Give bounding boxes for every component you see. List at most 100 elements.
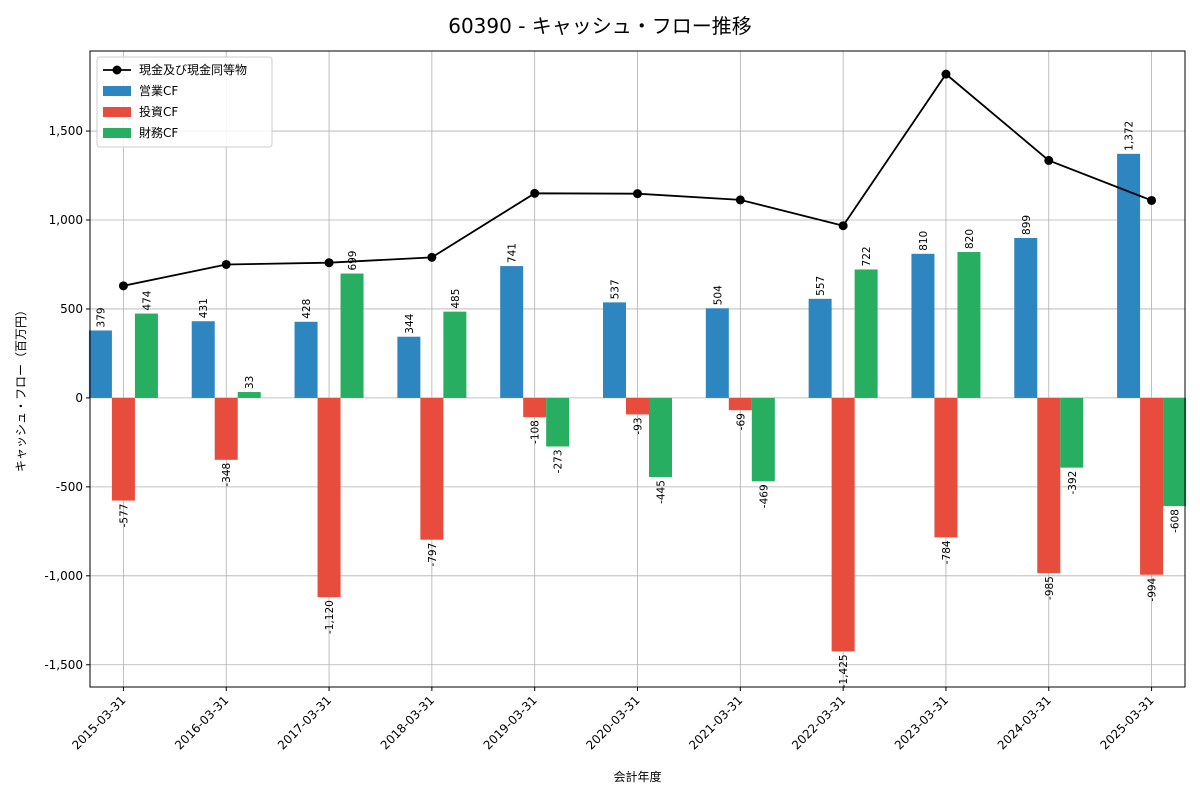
bar-value-label: 699: [347, 251, 359, 271]
x-tick-label: 2016-03-31: [172, 693, 231, 752]
legend-entry-label: 現金及び現金同等物: [139, 62, 247, 77]
bar-financing: [649, 397, 672, 478]
bar-value-label: -392: [1067, 471, 1079, 495]
bar-value-label: 741: [507, 243, 519, 263]
y-tick-label: -1,000: [44, 569, 83, 583]
x-tick-label: 2022-03-31: [789, 693, 848, 752]
cash-balance-point: [530, 188, 540, 198]
bar-financing: [1163, 397, 1187, 507]
legend-entry-label: 営業CF: [139, 84, 178, 98]
bar-value-label: 474: [141, 290, 153, 310]
bar-operating: [911, 253, 935, 398]
x-tick-label: 2025-03-31: [1097, 693, 1156, 752]
bar-financing: [1060, 397, 1084, 468]
x-tick-label: 2015-03-31: [69, 693, 128, 752]
cash-balance-point: [633, 189, 642, 199]
bar-operating: [191, 321, 215, 398]
bar-operating: [705, 308, 729, 398]
y-tick-label: 1,000: [49, 213, 83, 227]
bar-financing: [443, 311, 467, 398]
x-tick-label: 2017-03-31: [275, 693, 334, 752]
bar-value-label: 820: [964, 229, 976, 249]
bar-financing: [957, 252, 981, 398]
bar-value-label: -797: [427, 543, 439, 567]
legend-bar-swatch: [103, 107, 131, 117]
bar-investing: [1037, 397, 1061, 574]
bar-value-label: -985: [1044, 576, 1056, 600]
cash-balance-point: [838, 221, 848, 231]
bar-value-label: 504: [712, 285, 724, 305]
bar-value-label: -994: [1147, 577, 1159, 601]
bar-value-label: 428: [301, 299, 313, 319]
bar-value-label: -69: [735, 413, 747, 430]
bar-value-label: -445: [656, 480, 668, 504]
cash-balance-point: [427, 252, 437, 262]
bar-investing: [831, 397, 855, 652]
bar-value-label: 431: [198, 298, 210, 318]
x-tick-label: 2024-03-31: [995, 693, 1054, 752]
bar-operating: [1117, 153, 1141, 398]
cash-balance-point: [324, 258, 334, 268]
bar-investing: [626, 397, 649, 415]
bar-value-label: -784: [941, 540, 953, 564]
bar-value-label: -608: [1170, 509, 1182, 533]
bar-financing: [237, 392, 261, 398]
y-tick-label: -1,500: [44, 658, 83, 672]
cash-balance-point: [221, 259, 231, 269]
bar-operating: [808, 298, 832, 398]
legend-bar-swatch: [103, 128, 131, 138]
bar-value-label: -1,120: [324, 600, 336, 634]
bar-value-label: -273: [553, 449, 565, 473]
bar-value-label: -577: [118, 504, 130, 528]
y-tick-label: 0: [75, 391, 83, 405]
bar-investing: [934, 397, 958, 538]
y-tick-label: -500: [56, 480, 83, 494]
bar-investing: [523, 397, 547, 418]
bar-financing: [134, 313, 158, 398]
bar-operating: [88, 330, 112, 398]
bar-value-label: 33: [244, 376, 256, 389]
y-tick-label: 1,500: [49, 124, 83, 138]
bar-value-label: 810: [918, 231, 930, 251]
cash-balance-point: [118, 281, 128, 291]
x-tick-label: 2023-03-31: [892, 693, 951, 752]
y-tick-label: 500: [60, 302, 83, 316]
x-tick-label: 2018-03-31: [378, 693, 437, 752]
bar-value-label: 557: [815, 276, 827, 296]
bar-value-label: 344: [404, 313, 416, 333]
legend-entry-label: 財務CF: [139, 125, 178, 140]
bar-financing: [340, 273, 364, 398]
x-tick-label: 2021-03-31: [686, 693, 745, 752]
y-axis-label: キャッシュ・フロー（百万円）: [14, 304, 28, 472]
cash-balance-point: [941, 69, 951, 79]
chart-title: 60390 - キャッシュ・フロー推移: [448, 14, 752, 38]
x-tick-label: 2019-03-31: [481, 693, 540, 752]
bar-value-label: 379: [95, 307, 107, 327]
bar-value-label: 722: [861, 246, 873, 266]
legend-box: [96, 56, 273, 148]
bar-financing: [751, 397, 775, 482]
cash-balance-point: [1147, 195, 1157, 205]
bar-financing: [854, 269, 878, 398]
legend-bar-swatch: [103, 86, 131, 96]
x-axis-label: 会計年度: [613, 769, 661, 784]
bar-value-label: 537: [610, 279, 622, 299]
bar-operating: [603, 302, 626, 398]
bar-value-label: -108: [530, 420, 542, 444]
bar-investing: [728, 397, 752, 411]
bar-operating: [294, 321, 318, 398]
bar-investing: [111, 397, 135, 501]
bar-value-label: 485: [450, 289, 462, 309]
bar-investing: [420, 397, 444, 540]
legend-marker: [112, 65, 122, 75]
bar-value-label: 1,372: [1124, 121, 1136, 151]
bar-value-label: -93: [633, 417, 645, 434]
x-tick-label: 2020-03-31: [583, 693, 642, 752]
bar-operating: [500, 266, 524, 398]
legend-entry-label: 投資CF: [139, 104, 178, 119]
bar-value-label: -1,425: [838, 654, 850, 688]
bar-value-label: -469: [758, 484, 770, 508]
bar-investing: [214, 397, 238, 460]
